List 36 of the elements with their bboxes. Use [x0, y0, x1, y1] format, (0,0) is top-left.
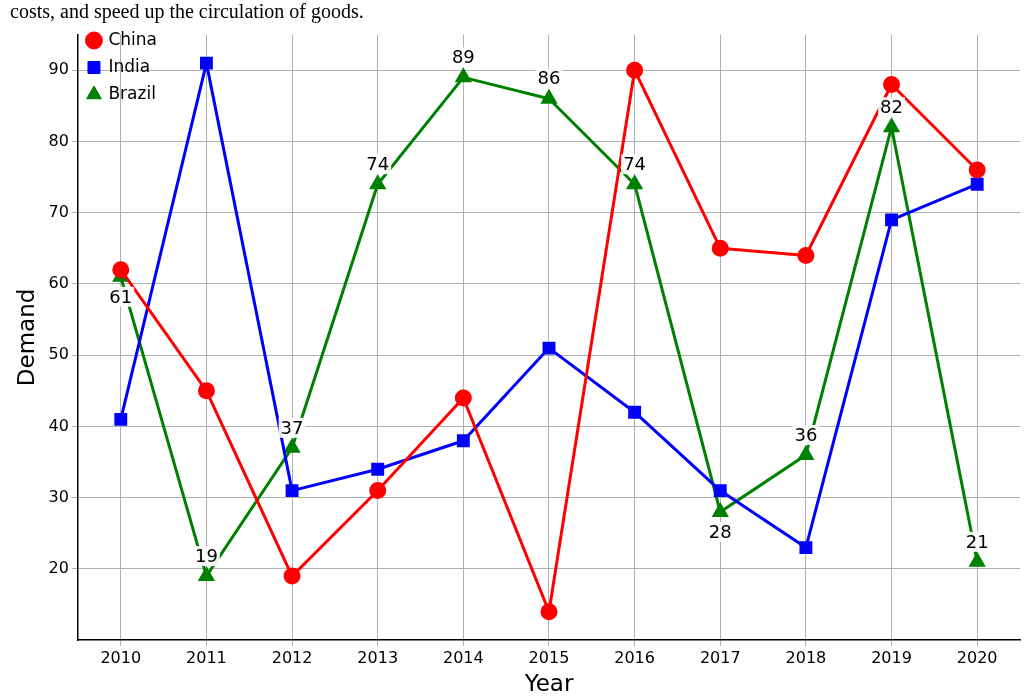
- data-label: 74: [366, 152, 390, 174]
- x-tick-label: 2011: [186, 647, 227, 667]
- data-label: 28: [708, 520, 732, 542]
- data-label: 86: [537, 67, 561, 89]
- x-axis-title: Year: [523, 670, 574, 697]
- legend-label: India: [108, 55, 151, 76]
- y-tick-label: 50: [48, 344, 69, 364]
- data-label: 36: [794, 423, 818, 445]
- y-tick-label: 40: [48, 415, 69, 435]
- text: costs, and speed up the circulation of goods.: [9, 0, 365, 22]
- legend-label: Brazil: [108, 82, 156, 103]
- data-label: 19: [194, 544, 218, 566]
- data-label: 37: [280, 416, 304, 438]
- x-tick-label: 2014: [442, 647, 484, 667]
- data-label: 82: [880, 95, 903, 117]
- x-tick-label: 2010: [100, 647, 142, 667]
- data-label: 21: [965, 530, 989, 552]
- data-label: 89: [451, 46, 475, 68]
- y-tick-label: 30: [48, 486, 69, 506]
- legend-label: China: [108, 28, 158, 49]
- x-tick-label: 2015: [528, 647, 570, 667]
- y-tick-label: 20: [48, 558, 69, 578]
- y-tick-label: 70: [48, 201, 69, 221]
- y-axis-title: Demand: [12, 288, 39, 387]
- x-tick-label: 2013: [357, 647, 399, 667]
- x-tick-label: 2012: [271, 647, 313, 667]
- y-tick-label: 90: [48, 59, 69, 79]
- x-tick-label: 2016: [614, 647, 655, 667]
- x-tick-label: 2017: [699, 647, 741, 667]
- data-label: 61: [109, 285, 133, 307]
- x-tick-label: 2020: [956, 647, 998, 667]
- data-label: 74: [623, 152, 647, 174]
- y-tick-label: 80: [48, 130, 69, 150]
- x-tick-label: 2019: [871, 647, 912, 667]
- y-tick-label: 60: [48, 273, 69, 293]
- x-tick-label: 2018: [785, 647, 827, 667]
